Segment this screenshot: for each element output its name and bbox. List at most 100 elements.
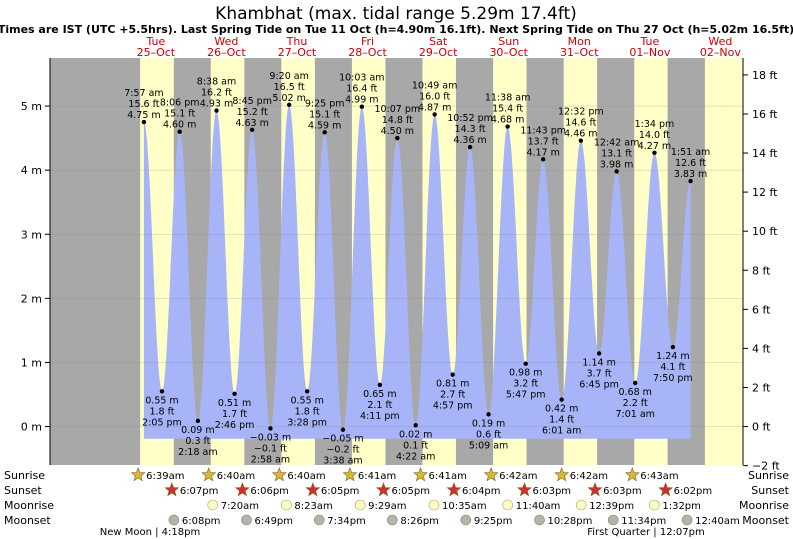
- moonrise-time: 1:32pm: [662, 501, 701, 512]
- moonrise-moon-icon: [575, 499, 587, 511]
- high-tide-meters: 4.68 m: [491, 115, 524, 126]
- right-axis-tick-label: 18 ft: [752, 69, 778, 82]
- moonset-moon-icon: [241, 514, 252, 526]
- high-tide-meters: 4.99 m: [345, 95, 378, 106]
- moonset-moon-icon: [607, 514, 619, 526]
- high-tide-feet: 15.1 ft: [309, 109, 340, 120]
- moonset-moon-icon: [534, 514, 545, 526]
- low-tide-point: [450, 372, 455, 377]
- low-tide-point: [232, 391, 237, 397]
- low-tide-point: [340, 427, 346, 432]
- day-label-weekday: Tue: [145, 35, 165, 48]
- sunset-time: 6:03pm: [532, 486, 571, 497]
- low-tide-time: 2:18 am: [178, 447, 217, 458]
- high-tide-point: [467, 144, 473, 150]
- day-label-date: 30–Oct: [489, 46, 528, 59]
- low-tide-feet: 0.6 ft: [476, 429, 501, 440]
- day-labels: Tue25–OctWed26–OctThu27–OctFri28–OctSat2…: [137, 35, 742, 59]
- high-tide-meters: 3.98 m: [600, 159, 633, 170]
- day-label-date: 29–Oct: [419, 46, 458, 59]
- high-tide-point: [395, 135, 400, 141]
- high-tide-time: 8:38 am: [197, 77, 236, 88]
- high-tide-feet: 15.6 ft: [128, 99, 159, 110]
- low-tide-time: 2:46 pm: [215, 420, 255, 431]
- moonset-row-label-right: Moonset: [742, 514, 789, 527]
- low-tide-time: 7:01 am: [615, 409, 654, 420]
- left-axis-tick-label: 2 m: [21, 292, 42, 305]
- low-tide-meters: 0.81 m: [436, 379, 469, 390]
- sunrise-star-icon: [271, 467, 287, 482]
- high-tide-meters: 4.36 m: [453, 135, 486, 146]
- day-label-date: 31–Oct: [560, 46, 599, 59]
- moonrise-row-label-right: Moonrise: [739, 499, 789, 512]
- moonrise-time: 8:23am: [294, 501, 332, 512]
- high-tide-time: 1:34 pm: [635, 119, 675, 130]
- right-axis-tick-label: 10 ft: [752, 225, 778, 238]
- moonset-time: 6:49pm: [254, 516, 293, 527]
- low-tide-time: 5:09 am: [469, 440, 508, 451]
- high-tide-meters: 4.50 m: [381, 126, 414, 137]
- moonset-moon-icon: [460, 514, 472, 526]
- left-axis-tick-label: 1 m: [21, 356, 42, 369]
- low-tide-feet: 3.7 ft: [587, 368, 612, 379]
- sunset-star-icon: [446, 482, 462, 497]
- high-tide-point: [177, 129, 182, 134]
- sunset-time: 6:02pm: [674, 486, 713, 497]
- right-axis-tick-label: 4 ft: [752, 342, 771, 355]
- sunset-time: 6:05pm: [321, 486, 360, 497]
- sunrise-star-icon: [201, 467, 217, 482]
- high-tide-feet: 13.7 ft: [528, 136, 559, 147]
- left-y-axis: 0 m 1 m 2 m 3 m 4 m 5 m: [21, 100, 50, 434]
- low-tide-meters: 0.55 m: [290, 395, 323, 406]
- high-tide-feet: 16.0 ft: [419, 91, 450, 102]
- low-tide-meters: 1.14 m: [582, 357, 615, 368]
- sunrise-star-icon: [130, 467, 146, 482]
- moonset-time: 10:28pm: [547, 516, 592, 527]
- day-label-date: 26–Oct: [207, 46, 246, 59]
- high-tide-meters: 4.87 m: [418, 102, 451, 113]
- low-tide-time: 5:47 pm: [506, 390, 546, 401]
- right-axis-tick-label: 6 ft: [752, 303, 771, 316]
- moonrise-moon-icon: [428, 499, 440, 511]
- high-tide-time: 1:51 am: [671, 147, 710, 158]
- moonrise-time: 9:29am: [368, 501, 406, 512]
- high-tide-time: 9:25 pm: [305, 98, 345, 109]
- high-tide-feet: 14.8 ft: [382, 115, 413, 126]
- moonrise-moon-icon: [207, 499, 219, 511]
- moon-phase-new-moon: New Moon | 4:18pm: [100, 527, 200, 538]
- low-tide-point: [159, 389, 165, 394]
- moonset-time: 9:25pm: [474, 516, 513, 527]
- left-axis-tick-label: 4 m: [21, 164, 42, 177]
- low-tide-time: 4:57 pm: [433, 401, 473, 412]
- low-tide-point: [377, 382, 383, 388]
- low-tide-feet: 0.3 ft: [185, 436, 210, 447]
- moonrise-moon-icon: [281, 499, 292, 511]
- high-tide-feet: 16.2 ft: [201, 88, 232, 99]
- sunrise-star-icon: [624, 467, 640, 482]
- low-tide-meters: 0.19 m: [472, 418, 505, 429]
- day-label-weekday: Fri: [361, 35, 374, 48]
- low-tide-meters: 0.09 m: [181, 425, 214, 436]
- low-tide-feet: −0.1 ft: [254, 443, 287, 454]
- low-tide-feet: 3.2 ft: [513, 379, 538, 390]
- high-tide-feet: 12.6 ft: [675, 158, 706, 169]
- low-tide-feet: −0.2 ft: [326, 445, 359, 456]
- sunrise-row-label-right: Sunrise: [748, 469, 789, 482]
- sunset-time: 6:07pm: [180, 486, 219, 497]
- low-tide-meters: 0.68 m: [618, 387, 651, 398]
- day-label-weekday: Sun: [498, 35, 519, 48]
- low-tide-point: [670, 344, 676, 350]
- sunrise-star-icon: [483, 467, 499, 482]
- high-tide-point: [652, 150, 657, 156]
- right-axis-tick-label: 14 ft: [752, 147, 778, 160]
- moonset-moon-icon: [168, 514, 180, 526]
- low-tide-time: 4:22 am: [396, 451, 435, 462]
- sunrise-star-icon: [554, 467, 570, 482]
- high-tide-time: 12:42 am: [594, 137, 639, 148]
- low-tide-feet: 1.8 ft: [149, 406, 174, 417]
- high-tide-meters: 4.75 m: [127, 110, 160, 121]
- low-tide-feet: 4.1 ft: [660, 362, 685, 373]
- high-tide-meters: 4.60 m: [163, 120, 196, 131]
- sunrise-time: 6:39am: [146, 471, 184, 482]
- moonrise-time: 11:40am: [516, 501, 561, 512]
